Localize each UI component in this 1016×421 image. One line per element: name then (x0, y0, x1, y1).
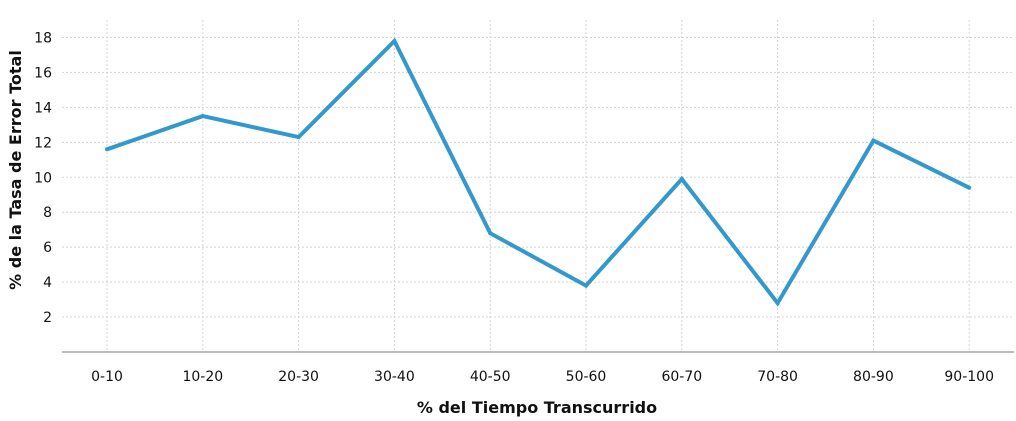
y-tick-label: 4 (43, 275, 52, 291)
y-tick-label: 6 (43, 240, 52, 256)
x-tick-label: 50-60 (566, 369, 607, 385)
data-point (392, 38, 397, 43)
y-tick-label: 18 (34, 30, 52, 46)
data-point (871, 138, 876, 143)
data-point (775, 301, 780, 306)
data-point (967, 185, 972, 190)
data-point (105, 147, 109, 152)
x-tick-label: 60-70 (661, 369, 702, 385)
y-tick-label: 14 (34, 100, 52, 116)
x-tick-label: 80-90 (853, 369, 894, 385)
x-tick-label: 70-80 (757, 369, 798, 385)
x-axis-title: % del Tiempo Transcurrido (417, 398, 657, 417)
y-tick-label: 10 (34, 170, 52, 186)
y-axis-title: % de la Tasa de Error Total (6, 50, 25, 290)
data-point (584, 283, 588, 288)
y-tick-labels: 2 4 6 8 10 12 14 16 18 (34, 30, 52, 326)
data-point (296, 135, 301, 140)
series-line (106, 37, 971, 307)
x-tick-label: 40-50 (470, 369, 511, 385)
data-point (679, 177, 684, 182)
x-tick-label: 0-10 (91, 369, 123, 385)
x-tick-label: 30-40 (374, 369, 415, 385)
y-tick-label: 2 (43, 310, 52, 326)
x-tick-label: 90-100 (944, 369, 994, 385)
y-tick-label: 8 (43, 205, 52, 221)
y-gridlines (62, 36, 1014, 318)
data-point (488, 231, 493, 236)
y-tick-label: 12 (34, 135, 52, 151)
x-tick-label: 20-30 (278, 369, 319, 385)
x-gridlines (106, 20, 970, 352)
series-group (105, 37, 972, 307)
y-tick-label: 16 (34, 65, 52, 81)
x-tick-label: 10-20 (182, 369, 223, 385)
data-point (200, 114, 205, 119)
x-tick-labels: 0-10 10-20 20-30 30-40 40-50 50-60 60-70 70-80 8… (91, 369, 994, 385)
